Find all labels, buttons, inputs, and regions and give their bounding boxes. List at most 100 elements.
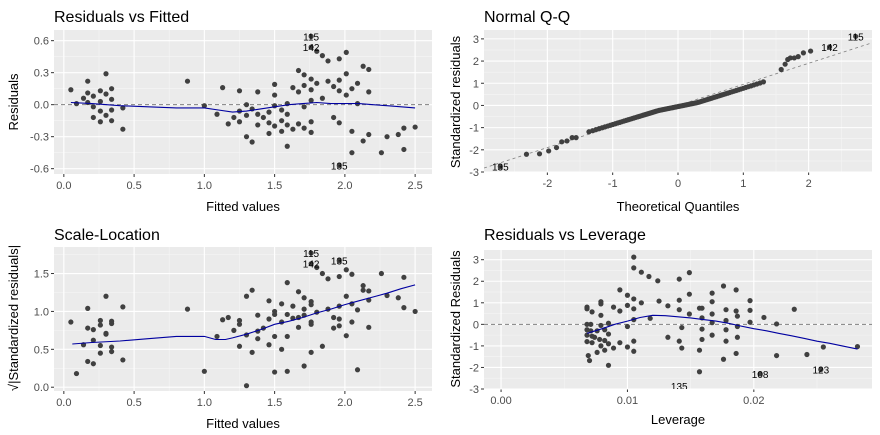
data-point <box>308 129 314 135</box>
data-point <box>787 55 793 61</box>
x-tick-label: 0.00 <box>490 395 511 407</box>
data-point <box>325 58 331 64</box>
data-point <box>412 124 418 130</box>
data-point <box>236 119 243 125</box>
data-point <box>617 308 623 314</box>
data-point <box>734 334 741 340</box>
data-point <box>676 307 682 313</box>
data-point <box>343 293 349 299</box>
data-point <box>225 121 231 127</box>
data-point <box>120 105 126 111</box>
data-point <box>559 139 565 145</box>
data-point <box>412 308 418 315</box>
data-point <box>631 348 637 354</box>
x-axis-label: Fitted values <box>206 199 280 214</box>
plot-area: 0.0 0.5 1.0 1.5 2.0 2.5 -0.6 -0.3 0.0 0.3 0.6 11514… <box>30 30 432 192</box>
data-point <box>319 95 325 101</box>
data-point <box>68 319 74 325</box>
data-point <box>686 270 692 276</box>
data-point <box>709 299 715 305</box>
data-point <box>699 326 705 332</box>
data-point <box>349 271 355 277</box>
x-axis-label: Leverage <box>651 412 705 427</box>
data-point <box>308 97 314 103</box>
data-point <box>325 276 331 282</box>
data-point <box>360 138 366 144</box>
data-point <box>243 293 250 299</box>
x-tick-label: 0.02 <box>743 395 764 407</box>
data-point <box>97 88 103 94</box>
smooth-line <box>72 284 416 345</box>
data-point <box>598 322 604 329</box>
data-point <box>284 143 290 149</box>
data-point <box>243 102 250 108</box>
data-point <box>301 363 307 369</box>
data-point <box>679 324 685 331</box>
data-point <box>85 90 91 96</box>
x-tick-label: 1.0 <box>197 397 212 409</box>
x-tick-label: 0.0 <box>56 397 71 409</box>
data-point <box>279 301 285 307</box>
data-point <box>336 316 342 322</box>
data-point <box>343 71 349 77</box>
data-point <box>761 314 767 321</box>
x-tick-label: 2.0 <box>337 180 352 192</box>
data-point <box>723 307 729 313</box>
data-point <box>733 308 739 314</box>
data-point <box>279 346 285 352</box>
data-point <box>686 311 692 317</box>
y-tick-label: 0.0 <box>34 382 49 394</box>
data-point <box>589 309 595 315</box>
x-tick-label: 0 <box>675 178 681 190</box>
data-point <box>585 352 591 359</box>
x-tick-label: 1.5 <box>267 180 282 192</box>
data-point <box>260 114 266 121</box>
data-point <box>709 311 715 317</box>
data-point <box>384 292 390 299</box>
data-point <box>598 301 604 307</box>
data-point <box>236 343 243 349</box>
data-point <box>573 135 579 141</box>
data-point <box>85 99 91 106</box>
y-tick-label: 2 <box>473 276 479 288</box>
x-axis-label: Fitted values <box>206 416 280 431</box>
data-point <box>791 55 797 61</box>
data-point <box>709 290 715 296</box>
data-point <box>605 331 612 337</box>
data-point <box>314 48 320 54</box>
x-tick-label: 0.0 <box>56 180 71 192</box>
x-tick-label: -1 <box>608 178 618 190</box>
data-point <box>366 66 372 73</box>
data-point <box>366 288 372 294</box>
data-point <box>109 107 115 113</box>
data-point <box>272 123 278 129</box>
data-point <box>395 131 401 138</box>
data-point <box>301 104 307 110</box>
data-point <box>284 333 290 340</box>
data-point <box>602 347 608 353</box>
point-label: 135 <box>671 382 688 393</box>
x-tick-label: 2.5 <box>407 180 422 192</box>
data-point <box>308 321 314 327</box>
data-point <box>360 287 366 293</box>
data-point <box>366 324 372 330</box>
data-point <box>295 324 302 330</box>
data-point <box>214 111 220 117</box>
data-point <box>272 92 278 98</box>
x-axis-label: Theoretical Quantiles <box>617 199 740 214</box>
data-point <box>201 103 207 109</box>
data-point <box>336 258 342 264</box>
point-label: 135 <box>331 257 348 268</box>
data-point <box>266 298 272 304</box>
point-label: 142 <box>821 43 838 54</box>
data-point <box>73 101 80 107</box>
y-tick-label: 0.6 <box>34 36 49 48</box>
data-point <box>588 321 594 327</box>
data-point <box>747 298 753 304</box>
data-point <box>354 307 361 313</box>
data-point <box>279 118 285 124</box>
y-tick-label: 0 <box>473 100 479 112</box>
